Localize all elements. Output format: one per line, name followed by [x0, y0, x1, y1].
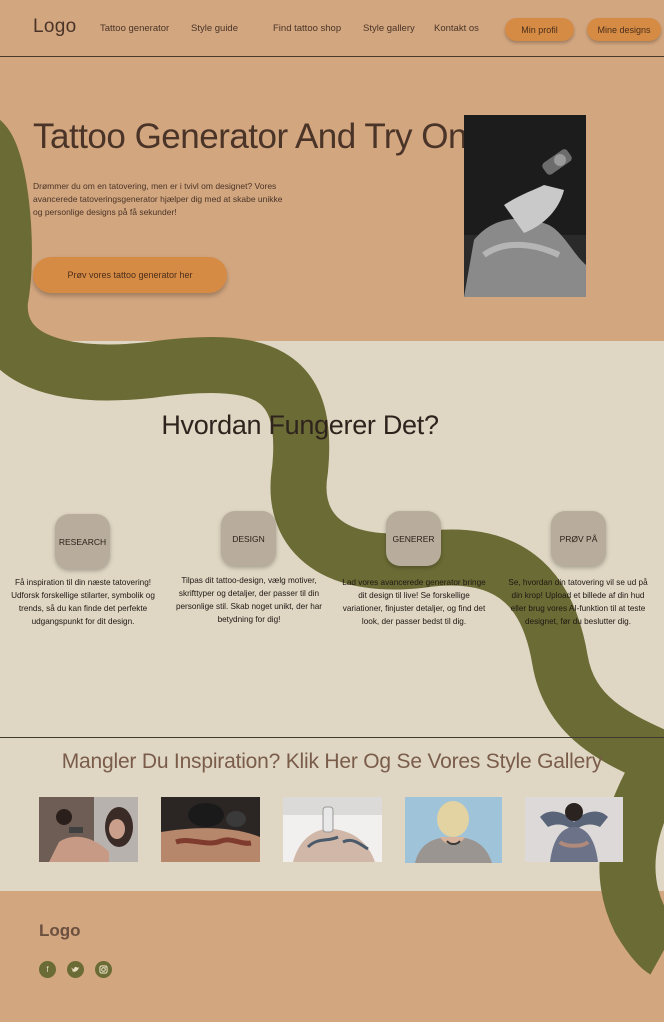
nav-style-gallery[interactable]: Style gallery	[363, 23, 415, 34]
profile-button[interactable]: Min profil	[505, 18, 574, 41]
instagram-icon[interactable]	[95, 961, 112, 978]
generator-cta-button[interactable]: Prøv vores tattoo generator her	[33, 257, 227, 293]
header-divider	[0, 56, 664, 57]
gallery-image-2[interactable]	[161, 797, 260, 862]
gallery-title[interactable]: Mangler Du Inspiration? Klik Her Og Se V…	[61, 750, 603, 773]
hero-title: Tattoo Generator And Try On	[33, 117, 467, 156]
step-research-button[interactable]: RESEARCH	[55, 514, 110, 569]
gallery-image-5[interactable]	[525, 797, 623, 862]
how-it-works-title: Hvordan Fungerer Det?	[161, 410, 439, 440]
twitter-icon[interactable]	[67, 961, 84, 978]
section-divider	[0, 737, 664, 738]
hero-tattoo-artist-image	[464, 115, 586, 297]
footer-background	[0, 891, 664, 1022]
step-design-button[interactable]: DESIGN	[221, 511, 276, 566]
nav-tattoo-generator[interactable]: Tattoo generator	[100, 23, 170, 34]
logo[interactable]: Logo	[33, 16, 77, 37]
gallery-image-1[interactable]	[39, 797, 138, 862]
step-prov-pa-text: Se, hvordan din tatovering vil se ud på …	[508, 578, 648, 626]
nav-style-guide[interactable]: Style guide	[191, 23, 239, 34]
step-research-text: Få inspiration til din næste tatovering!…	[11, 578, 155, 626]
step-generer-button[interactable]: GENERER	[386, 511, 441, 566]
step-prov-pa-button[interactable]: PRØV PÅ	[551, 511, 606, 566]
nav-find-tattoo-shop[interactable]: Find tattoo shop	[273, 23, 342, 34]
step-design-text: Tilpas dit tattoo-design, vælg motiver, …	[175, 576, 323, 624]
gallery-image-4[interactable]	[405, 797, 502, 863]
designs-button[interactable]: Mine designs	[587, 18, 661, 41]
facebook-icon[interactable]: f	[39, 961, 56, 978]
gallery-image-3[interactable]	[283, 797, 382, 862]
step-generer-text: Lad vores avancerede generator bringe di…	[342, 578, 486, 626]
hero-description: Drømmer du om en tatovering, men er i tv…	[33, 181, 283, 217]
nav-kontakt-os[interactable]: Kontakt os	[434, 23, 479, 34]
footer-logo[interactable]: Logo	[39, 921, 81, 940]
